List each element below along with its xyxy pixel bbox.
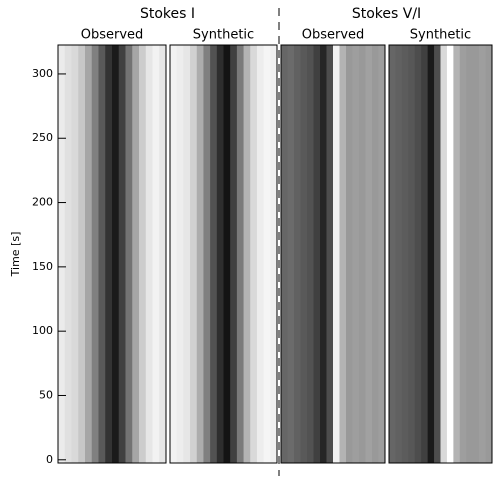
y-tick-label: 100: [32, 324, 53, 337]
pixel-column: [78, 45, 86, 463]
pixel-column: [414, 45, 422, 463]
pixel-column: [105, 45, 113, 463]
pixel-column: [196, 45, 204, 463]
pixel-column: [210, 45, 218, 463]
pixel-column: [71, 45, 79, 463]
group-title: Stokes I: [140, 6, 195, 22]
pixel-column: [190, 45, 198, 463]
pixel-column: [389, 45, 396, 463]
pixel-column: [395, 45, 403, 463]
pixel-column: [294, 45, 301, 463]
pixel-column: [230, 45, 238, 463]
pixel-column: [170, 45, 178, 463]
pixel-column: [64, 45, 72, 463]
pixel-column: [313, 45, 321, 463]
pixel-column: [421, 45, 429, 463]
pixel-column: [145, 45, 153, 463]
pixel-column: [479, 45, 487, 463]
pixel-column: [91, 45, 99, 463]
pixel-column: [250, 45, 258, 463]
pixel-column: [459, 45, 467, 463]
y-axis-label: Time [s]: [9, 232, 22, 278]
pixel-column: [236, 45, 245, 463]
pixel-column: [223, 45, 231, 463]
pixel-column: [408, 45, 416, 463]
panel-frame: [169, 44, 278, 464]
pixel-column: [434, 45, 441, 463]
panel-frame: [388, 44, 493, 464]
y-tick-label: 150: [32, 260, 53, 273]
pixel-column: [216, 45, 224, 463]
panel-title: Synthetic: [193, 28, 254, 43]
pixel-column: [446, 45, 454, 463]
pixel-column: [287, 45, 295, 463]
pixel-column: [359, 45, 366, 463]
pixel-column: [118, 45, 126, 463]
pixel-column: [378, 45, 386, 463]
pixel-column: [112, 45, 120, 463]
pixel-column: [466, 45, 474, 463]
pixel-column: [281, 45, 288, 463]
panel-frame: [57, 44, 167, 464]
pixel-column: [98, 45, 106, 463]
pixel-column: [58, 45, 66, 463]
panel-title: Observed: [81, 28, 144, 43]
pixel-column: [440, 45, 448, 463]
panel-title: Observed: [302, 28, 365, 43]
y-tick-label: 50: [39, 388, 53, 401]
pixel-column: [472, 45, 480, 463]
pixel-column: [132, 45, 140, 463]
pixel-column: [125, 45, 133, 463]
panel-frame: [280, 44, 386, 464]
pixel-column: [152, 45, 160, 463]
pixel-column: [300, 45, 308, 463]
pixel-column: [339, 45, 347, 463]
pixel-column: [159, 45, 167, 463]
pixel-column: [365, 45, 373, 463]
pixel-column: [270, 45, 278, 463]
pixel-column: [485, 45, 493, 463]
pixel-column: [326, 45, 334, 463]
pixel-column: [203, 45, 211, 463]
pixel-column: [307, 45, 314, 463]
y-tick-label: 0: [46, 453, 53, 466]
pixel-column: [183, 45, 191, 463]
panel-title: Synthetic: [410, 28, 471, 43]
pixel-column: [372, 45, 379, 463]
pixel-column: [401, 45, 409, 463]
pixel-column: [427, 45, 435, 463]
pixel-column: [333, 45, 340, 463]
y-tick-label: 300: [32, 67, 53, 80]
pixel-column: [263, 45, 271, 463]
pixel-column: [176, 45, 184, 463]
pixel-column: [85, 45, 93, 463]
y-tick-label: 250: [32, 131, 53, 144]
pixel-column: [256, 45, 265, 463]
group-title: Stokes V/I: [352, 6, 421, 22]
pixel-column: [320, 45, 327, 463]
pixel-column: [453, 45, 461, 463]
pixel-column: [243, 45, 251, 463]
pixel-column: [352, 45, 360, 463]
pixel-column: [346, 45, 353, 463]
pixel-column: [139, 45, 147, 463]
y-tick-label: 200: [32, 196, 53, 209]
